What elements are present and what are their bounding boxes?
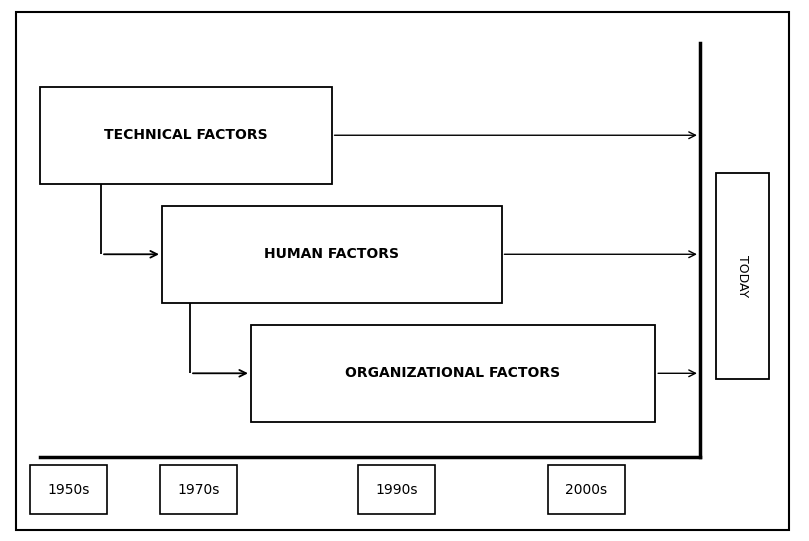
Bar: [40, 87, 332, 184]
Text: 1970s: 1970s: [177, 483, 219, 497]
Text: 1950s: 1950s: [48, 483, 90, 497]
Bar: [358, 465, 435, 514]
Bar: [159, 465, 236, 514]
Text: 2000s: 2000s: [565, 483, 608, 497]
Bar: [162, 206, 502, 303]
Bar: [31, 465, 107, 514]
Text: TODAY: TODAY: [735, 255, 749, 297]
Bar: [251, 325, 655, 422]
Bar: [548, 465, 625, 514]
Text: TECHNICAL FACTORS: TECHNICAL FACTORS: [104, 128, 268, 142]
Text: ORGANIZATIONAL FACTORS: ORGANIZATIONAL FACTORS: [345, 366, 561, 380]
Text: 1990s: 1990s: [375, 483, 417, 497]
Text: HUMAN FACTORS: HUMAN FACTORS: [265, 247, 399, 261]
Bar: [716, 173, 769, 379]
